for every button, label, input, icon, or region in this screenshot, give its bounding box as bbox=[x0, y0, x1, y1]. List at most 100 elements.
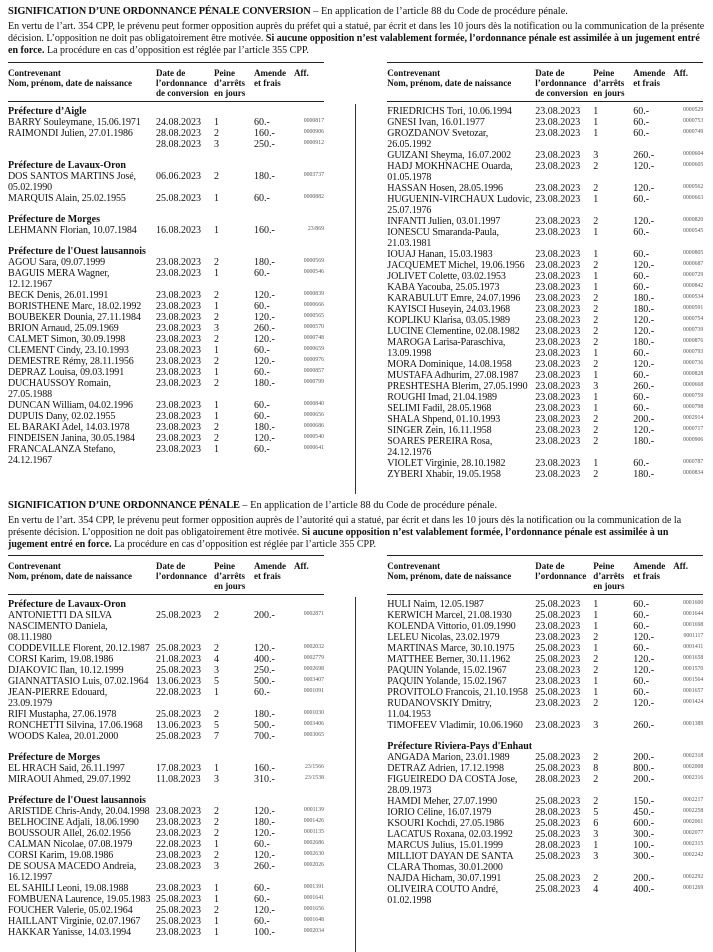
table-row: NAJDA Hicham, 30.07.1991 25.08.2023 2 200.-… bbox=[387, 873, 703, 884]
case-number: 0000749 bbox=[683, 128, 704, 135]
offender-name: MATTHEE Berner, 30.11.1962 bbox=[387, 654, 511, 666]
prefecture-group: FRIEDRICHS Tori, 10.06.1994 23.08.2023 1 60… bbox=[387, 106, 703, 480]
entry: 25.08.2023 7 700.- 0003065 bbox=[156, 731, 324, 742]
case-number: 0001644 bbox=[683, 611, 704, 618]
row-entries: 23.08.2023 1 60.- 0001698 bbox=[535, 621, 703, 632]
entry: 25.08.2023 3 300.- 0002242 bbox=[535, 851, 703, 862]
order-date: 23.08.2023 bbox=[535, 325, 581, 337]
section-ordonnance-penale: SIGNIFICATION D’UNE ORDONNANCE PÉNALE – … bbox=[0, 494, 713, 952]
case-number: 0000840 bbox=[303, 400, 324, 407]
prefecture-group: Préfecture de Lavaux-Oron ANTONIETTI DA S… bbox=[8, 599, 324, 742]
detention-days: 3 bbox=[593, 829, 599, 841]
offender-name: DETRAZ Adrien, 17.12.1998 bbox=[387, 763, 504, 775]
table-row: DETRAZ Adrien, 17.12.1998 25.08.2023 8 800.… bbox=[387, 763, 703, 774]
fine-amount: 250.- bbox=[254, 665, 275, 677]
entry: 23.08.2023 2 180.- 0000686 bbox=[156, 422, 324, 433]
row-entries: 23.08.2023 2 120.- 0000717 bbox=[535, 425, 703, 436]
case-number: 0000604 bbox=[683, 150, 704, 157]
order-date: 28.08.2023 bbox=[535, 807, 581, 819]
case-number: 0001658 bbox=[683, 655, 704, 662]
order-date: 25.08.2023 bbox=[535, 829, 581, 841]
case-number: 0002034 bbox=[303, 928, 324, 935]
entry: 25.08.2023 2 120.- 0002032 bbox=[156, 643, 324, 654]
detention-days: 1 bbox=[593, 347, 599, 359]
fine-amount: 100.- bbox=[254, 927, 275, 939]
prefecture-heading: Préfecture de Lavaux-Oron bbox=[8, 599, 126, 611]
table-row: DE SOUSA MACEDO Andreia, 16.12.1997 23.08… bbox=[8, 861, 324, 883]
order-date: 23.08.2023 bbox=[535, 358, 581, 370]
offender-name: RAIMONDI Julien, 27.01.1986 bbox=[8, 127, 133, 139]
table-row: HAMDI Meher, 27.07.1990 25.08.2023 2 150.- 0… bbox=[387, 796, 703, 807]
table-row: DJAKOVIC Ilan, 10.12.1999 25.08.2023 3 250.… bbox=[8, 665, 324, 676]
entry: 23.08.2023 2 180.- 0001426 bbox=[156, 817, 324, 828]
row-entries: 23.08.2023 2 180.- 0001426 bbox=[156, 817, 324, 828]
order-date: 23.08.2023 bbox=[156, 432, 201, 444]
case-number: 0003407 bbox=[303, 677, 324, 684]
fine-amount: 310.- bbox=[254, 774, 275, 786]
row-entries: 23.08.2023 2 120.- 0002630 bbox=[156, 850, 324, 861]
detention-days: 2 bbox=[593, 325, 599, 337]
table-row: DEPRAZ Louisa, 09.03.1991 23.08.2023 1 60.-… bbox=[8, 367, 324, 378]
table-row: RIFI Mustapha, 27.06.1978 25.08.2023 2 180.… bbox=[8, 709, 324, 720]
order-date: 23.08.2023 bbox=[156, 861, 201, 873]
entry: 23.08.2023 2 120.- 0000605 bbox=[535, 161, 703, 172]
table-row: EL SAHILI Leoni, 19.08.1988 23.08.2023 1 60… bbox=[8, 883, 324, 894]
table-row: GIANNATTASIO Luis, 07.02.1964 13.06.2023 5… bbox=[8, 676, 324, 687]
row-entries: 23.08.2023 2 180.- 0000799 bbox=[156, 378, 324, 400]
row-entries: 23.08.2023 2 120.- 0000739 bbox=[535, 326, 703, 337]
fine-amount: 400.- bbox=[254, 654, 275, 666]
offender-name: EL BARAKI Adel, 14.03.1978 bbox=[8, 421, 130, 433]
row-entries: 23.08.2023 1 60.- 0000545 bbox=[535, 227, 703, 249]
row-entries: 25.08.2023 2 200.- 0002318 bbox=[535, 752, 703, 763]
table-row: BARRY Souleymane, 15.06.1971 24.08.2023 1 6… bbox=[8, 117, 324, 128]
offender-name: ARISTIDE Chris-Andy, 20.04.1998 bbox=[8, 806, 150, 818]
entry: 23.08.2023 3 260.- 0000668 bbox=[535, 381, 703, 392]
order-date: 23.08.2023 bbox=[535, 270, 581, 282]
case-number: 0002008 bbox=[683, 764, 704, 771]
case-number: 0001030 bbox=[303, 710, 324, 717]
table-row: AGOU Sara, 09.07.1999 23.08.2023 2 180.- 000… bbox=[8, 257, 324, 268]
detention-days: 2 bbox=[593, 336, 599, 348]
row-entries: 17.08.2023 1 160.- 23/1566 bbox=[156, 763, 324, 774]
case-number: 0000686 bbox=[303, 422, 324, 429]
detention-days: 2 bbox=[593, 160, 599, 172]
fine-amount: 60.- bbox=[633, 226, 650, 238]
offender-name: EL SAHILI Leoni, 19.08.1988 bbox=[8, 883, 129, 895]
title-bold: SIGNIFICATION D’UNE ORDONNANCE PÉNALE bbox=[8, 499, 240, 511]
case-number: 0001091 bbox=[303, 688, 324, 695]
fine-amount: 60.- bbox=[633, 116, 650, 128]
case-number: 0000799 bbox=[303, 378, 324, 385]
detention-days: 1 bbox=[593, 391, 599, 403]
offender-name: BELHOCINE Adjali, 18.06.1990 bbox=[8, 817, 139, 829]
order-date: 23.08.2023 bbox=[535, 303, 581, 315]
header-cell: Aff. bbox=[294, 561, 309, 572]
fine-amount: 100.- bbox=[633, 840, 655, 852]
case-number: 0000759 bbox=[683, 392, 704, 399]
case-number: 0000793 bbox=[683, 348, 704, 355]
row-entries: 22.08.2023 1 60.- 0001091 bbox=[156, 687, 324, 709]
row-entries: 25.08.2023 2 150.- 0002217 bbox=[535, 796, 703, 807]
table-body: HULI Naim, 12.05.1987 25.08.2023 1 60.- 0001… bbox=[387, 595, 703, 920]
detention-days: 1 bbox=[593, 643, 599, 655]
offender-name: MARTINAS Marce, 30.10.1975 bbox=[387, 643, 515, 655]
case-number: 0002318 bbox=[683, 753, 704, 760]
table-row: CLEMENT Cindy, 23.10.1993 23.08.2023 1 60.-… bbox=[8, 345, 324, 356]
table-row: MIRAOUI Ahmed, 29.07.1992 11.08.2023 3 310.… bbox=[8, 774, 324, 785]
offender-name: LUCINE Clementine, 02.08.1982 bbox=[387, 325, 520, 337]
order-date: 25.08.2023 bbox=[535, 687, 581, 699]
detention-days: 2 bbox=[214, 432, 219, 444]
case-number: 0001600 bbox=[683, 600, 704, 607]
table-row: BOUBEKER Dounia, 27.11.1984 23.08.2023 2 12… bbox=[8, 312, 324, 323]
fine-amount: 180.- bbox=[254, 377, 275, 389]
case-number: 0001570 bbox=[683, 666, 704, 673]
order-date: 28.08.2023 bbox=[156, 127, 201, 139]
order-date: 23.08.2023 bbox=[535, 369, 581, 381]
fine-amount: 60.- bbox=[633, 457, 650, 469]
case-number: 0000834 bbox=[683, 469, 704, 476]
offender-name: DEMESTRE Rémy, 28.11.1956 bbox=[8, 355, 134, 367]
order-date: 25.08.2023 bbox=[535, 752, 581, 764]
offender-name: DUCHAUSSOY Romain, 27.05.1988 bbox=[8, 377, 111, 400]
case-number: 0000817 bbox=[303, 117, 324, 124]
order-date: 22.08.2023 bbox=[156, 687, 201, 699]
detention-days: 1 bbox=[214, 883, 219, 895]
